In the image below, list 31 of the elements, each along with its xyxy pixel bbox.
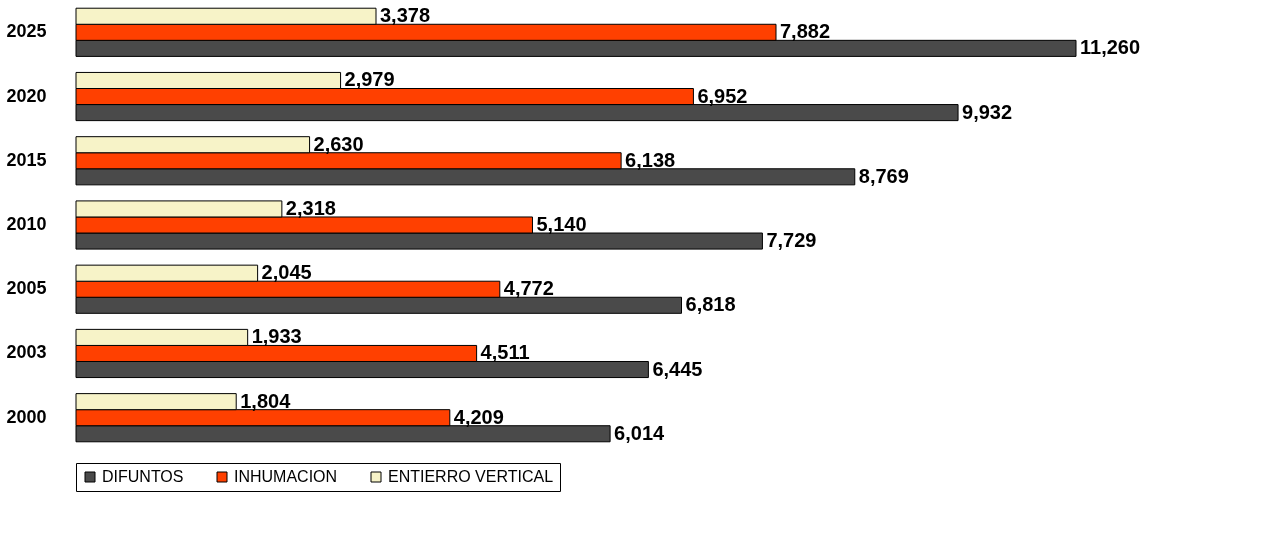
data-label: 6,818	[685, 293, 736, 316]
data-label: 2,045	[261, 261, 312, 284]
data-label: 2,318	[285, 196, 336, 219]
legend-label: ENTIERRO VERTICAL	[388, 468, 554, 485]
y-tick-label: 2025	[6, 21, 47, 42]
data-label: 7,882	[780, 20, 831, 43]
data-label: 4,511	[480, 341, 530, 364]
data-label: 3,378	[380, 4, 431, 27]
y-tick-label: 2003	[6, 342, 47, 363]
data-label: 9,932	[962, 100, 1013, 123]
data-label: 4,772	[503, 277, 554, 300]
data-label: 6,014	[614, 421, 666, 444]
data-label: 6,138	[625, 148, 676, 171]
data-label: 2,630	[313, 132, 364, 155]
y-tick-label: 2005	[6, 278, 47, 299]
data-label: 8,769	[858, 164, 909, 187]
y-tick-label: 2015	[6, 149, 47, 170]
data-label: 1,804	[240, 389, 292, 412]
data-label: 6,445	[652, 357, 703, 380]
data-label: 6,952	[697, 84, 748, 107]
legend-label: DIFUNTOS	[102, 468, 184, 485]
legend-label: INHUMACION	[234, 468, 338, 485]
data-label: 5,140	[536, 213, 587, 235]
y-tick-label: 2020	[6, 85, 47, 106]
data-label: 1,933	[251, 325, 302, 348]
y-tick-label: 2010	[6, 214, 47, 234]
data-label: 11,260	[1080, 36, 1141, 59]
data-label: 2,979	[344, 68, 395, 91]
data-label: 7,729	[766, 229, 817, 252]
y-tick-label: 2000	[6, 406, 47, 427]
data-label: 4,209	[453, 405, 504, 428]
